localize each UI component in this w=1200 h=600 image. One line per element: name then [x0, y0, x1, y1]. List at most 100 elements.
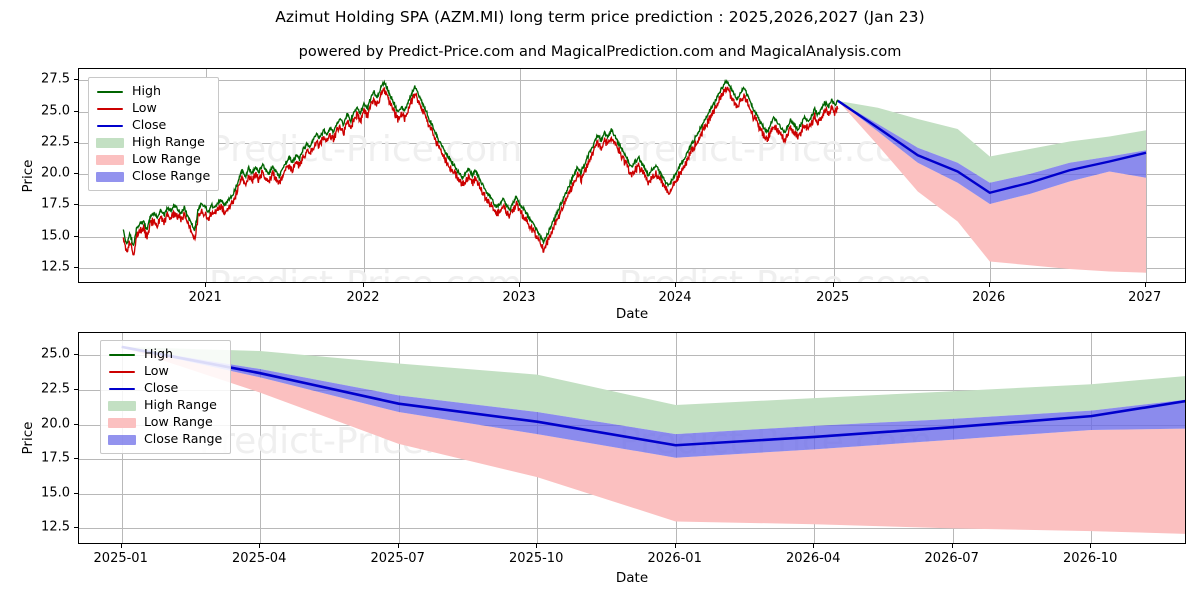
y-tick-mark [74, 110, 78, 112]
legend-label: Low Range [144, 414, 213, 430]
y-tick-label: 20.0 [41, 165, 70, 181]
y-tick-label: 12.5 [41, 519, 70, 535]
legend-item-low-range: Low Range [95, 151, 210, 168]
legend-label: Low [132, 100, 157, 116]
gridline-horizontal [79, 236, 1185, 238]
legend-patch-swatch-high-range [107, 400, 137, 412]
top-y-axis-label: Price [20, 159, 36, 193]
legend-item-close-range: Close Range [107, 431, 222, 448]
x-tick-label: 2024 [658, 290, 692, 305]
y-tick-mark [74, 266, 78, 268]
x-tick-label: 2021 [188, 290, 222, 305]
bottom-series-svg [121, 345, 1185, 534]
x-tick-mark [363, 283, 364, 287]
legend-line-swatch-close [95, 120, 125, 132]
x-tick-label: 2025-04 [232, 551, 287, 566]
gridline-horizontal [79, 355, 1185, 357]
legend-item-high: High [107, 346, 222, 363]
top-high-line [122, 78, 839, 247]
x-tick-label: 2026-04 [786, 551, 841, 566]
y-tick-mark [74, 492, 78, 494]
top-low-line [122, 86, 839, 256]
top-plot-area: Predict-Price.comPredict-Price.comPredic… [78, 68, 1186, 283]
x-tick-label: 2026 [972, 290, 1006, 305]
bottom-x-axis-label: Date [615, 570, 649, 586]
top-chart-panel: Predict-Price.comPredict-Price.comPredic… [78, 68, 1186, 283]
x-tick-label: 2026-10 [1063, 551, 1118, 566]
gridline-vertical [833, 69, 835, 282]
legend-label: Low [144, 363, 169, 379]
bottom-high-range-band [121, 346, 1185, 435]
y-tick-mark [74, 423, 78, 425]
legend-item-high-range: High Range [107, 397, 222, 414]
y-tick-mark [74, 354, 78, 356]
gridline-vertical [520, 69, 521, 282]
y-tick-label: 15.0 [41, 228, 70, 243]
y-tick-mark [74, 204, 78, 206]
x-tick-mark [397, 544, 399, 548]
gridline-vertical [676, 69, 677, 282]
y-tick-label: 25.0 [41, 346, 70, 362]
y-tick-label: 25.0 [41, 103, 70, 118]
x-tick-label: 2025-01 [93, 551, 148, 566]
legend-patch-swatch-close-range [107, 434, 137, 446]
gridline-horizontal [79, 389, 1185, 391]
y-tick-label: 17.5 [41, 196, 70, 212]
y-tick-label: 22.5 [41, 381, 70, 397]
x-tick-mark [1144, 283, 1146, 287]
top-close-range-band [837, 100, 1146, 204]
x-tick-label: 2022 [346, 290, 380, 305]
y-tick-label: 15.0 [41, 485, 70, 501]
x-tick-mark [675, 283, 676, 287]
y-tick-mark [74, 458, 78, 460]
top-low-range-band [837, 100, 1146, 273]
x-tick-mark [813, 544, 815, 548]
legend-line-swatch-high [107, 349, 137, 361]
legend-label: High [132, 83, 161, 99]
legend-line-swatch-high [95, 86, 125, 98]
x-tick-mark [120, 544, 122, 548]
page-subtitle: powered by Predict-Price.com and Magical… [298, 44, 902, 60]
legend-label: Close Range [144, 431, 223, 447]
legend-patch-swatch-low-range [107, 417, 137, 429]
x-tick-mark [951, 544, 953, 548]
legend-item-low: Low [95, 100, 210, 117]
gridline-vertical [1145, 69, 1147, 282]
gridline-horizontal [79, 267, 1185, 269]
legend-label: Low Range [132, 151, 201, 167]
y-tick-mark [74, 79, 78, 81]
gridline-horizontal [79, 111, 1185, 113]
x-tick-label: 2025-10 [509, 551, 564, 566]
legend-item-low-range: Low Range [107, 414, 222, 431]
legend-item-low: Low [107, 363, 222, 380]
x-tick-mark [832, 283, 834, 287]
x-tick-label: 2026-07 [924, 551, 979, 566]
y-tick-label: 17.5 [41, 450, 70, 466]
legend-line-swatch-low [95, 103, 125, 115]
x-tick-label: 2025-07 [370, 551, 425, 566]
x-tick-mark [536, 544, 538, 548]
x-tick-mark [1090, 544, 1092, 548]
legend-item-close: Close [95, 117, 210, 134]
x-tick-label: 2027 [1128, 290, 1162, 305]
top-high-range-band [837, 100, 1146, 183]
top-close-line [837, 99, 1147, 194]
legend-label: High [144, 346, 173, 362]
legend-item-close-range: Close Range [95, 168, 210, 185]
legend-item-high: High [95, 83, 210, 100]
y-tick-mark [74, 388, 78, 390]
x-tick-mark [205, 283, 207, 287]
legend-label: Close [132, 117, 167, 133]
page-title: Azimut Holding SPA (AZM.MI) long term pr… [275, 8, 925, 26]
legend-line-swatch-low [107, 366, 137, 378]
y-tick-mark [74, 141, 78, 143]
legend-item-high-range: High Range [95, 134, 210, 151]
bottom-close-line [121, 345, 1185, 447]
top-series-svg [122, 78, 1147, 273]
gridline-vertical [364, 69, 365, 282]
x-tick-label: 2026-01 [647, 551, 702, 566]
bottom-low-range-band [121, 346, 1185, 534]
x-tick-label: 2025 [816, 290, 850, 305]
x-tick-mark [674, 544, 676, 548]
